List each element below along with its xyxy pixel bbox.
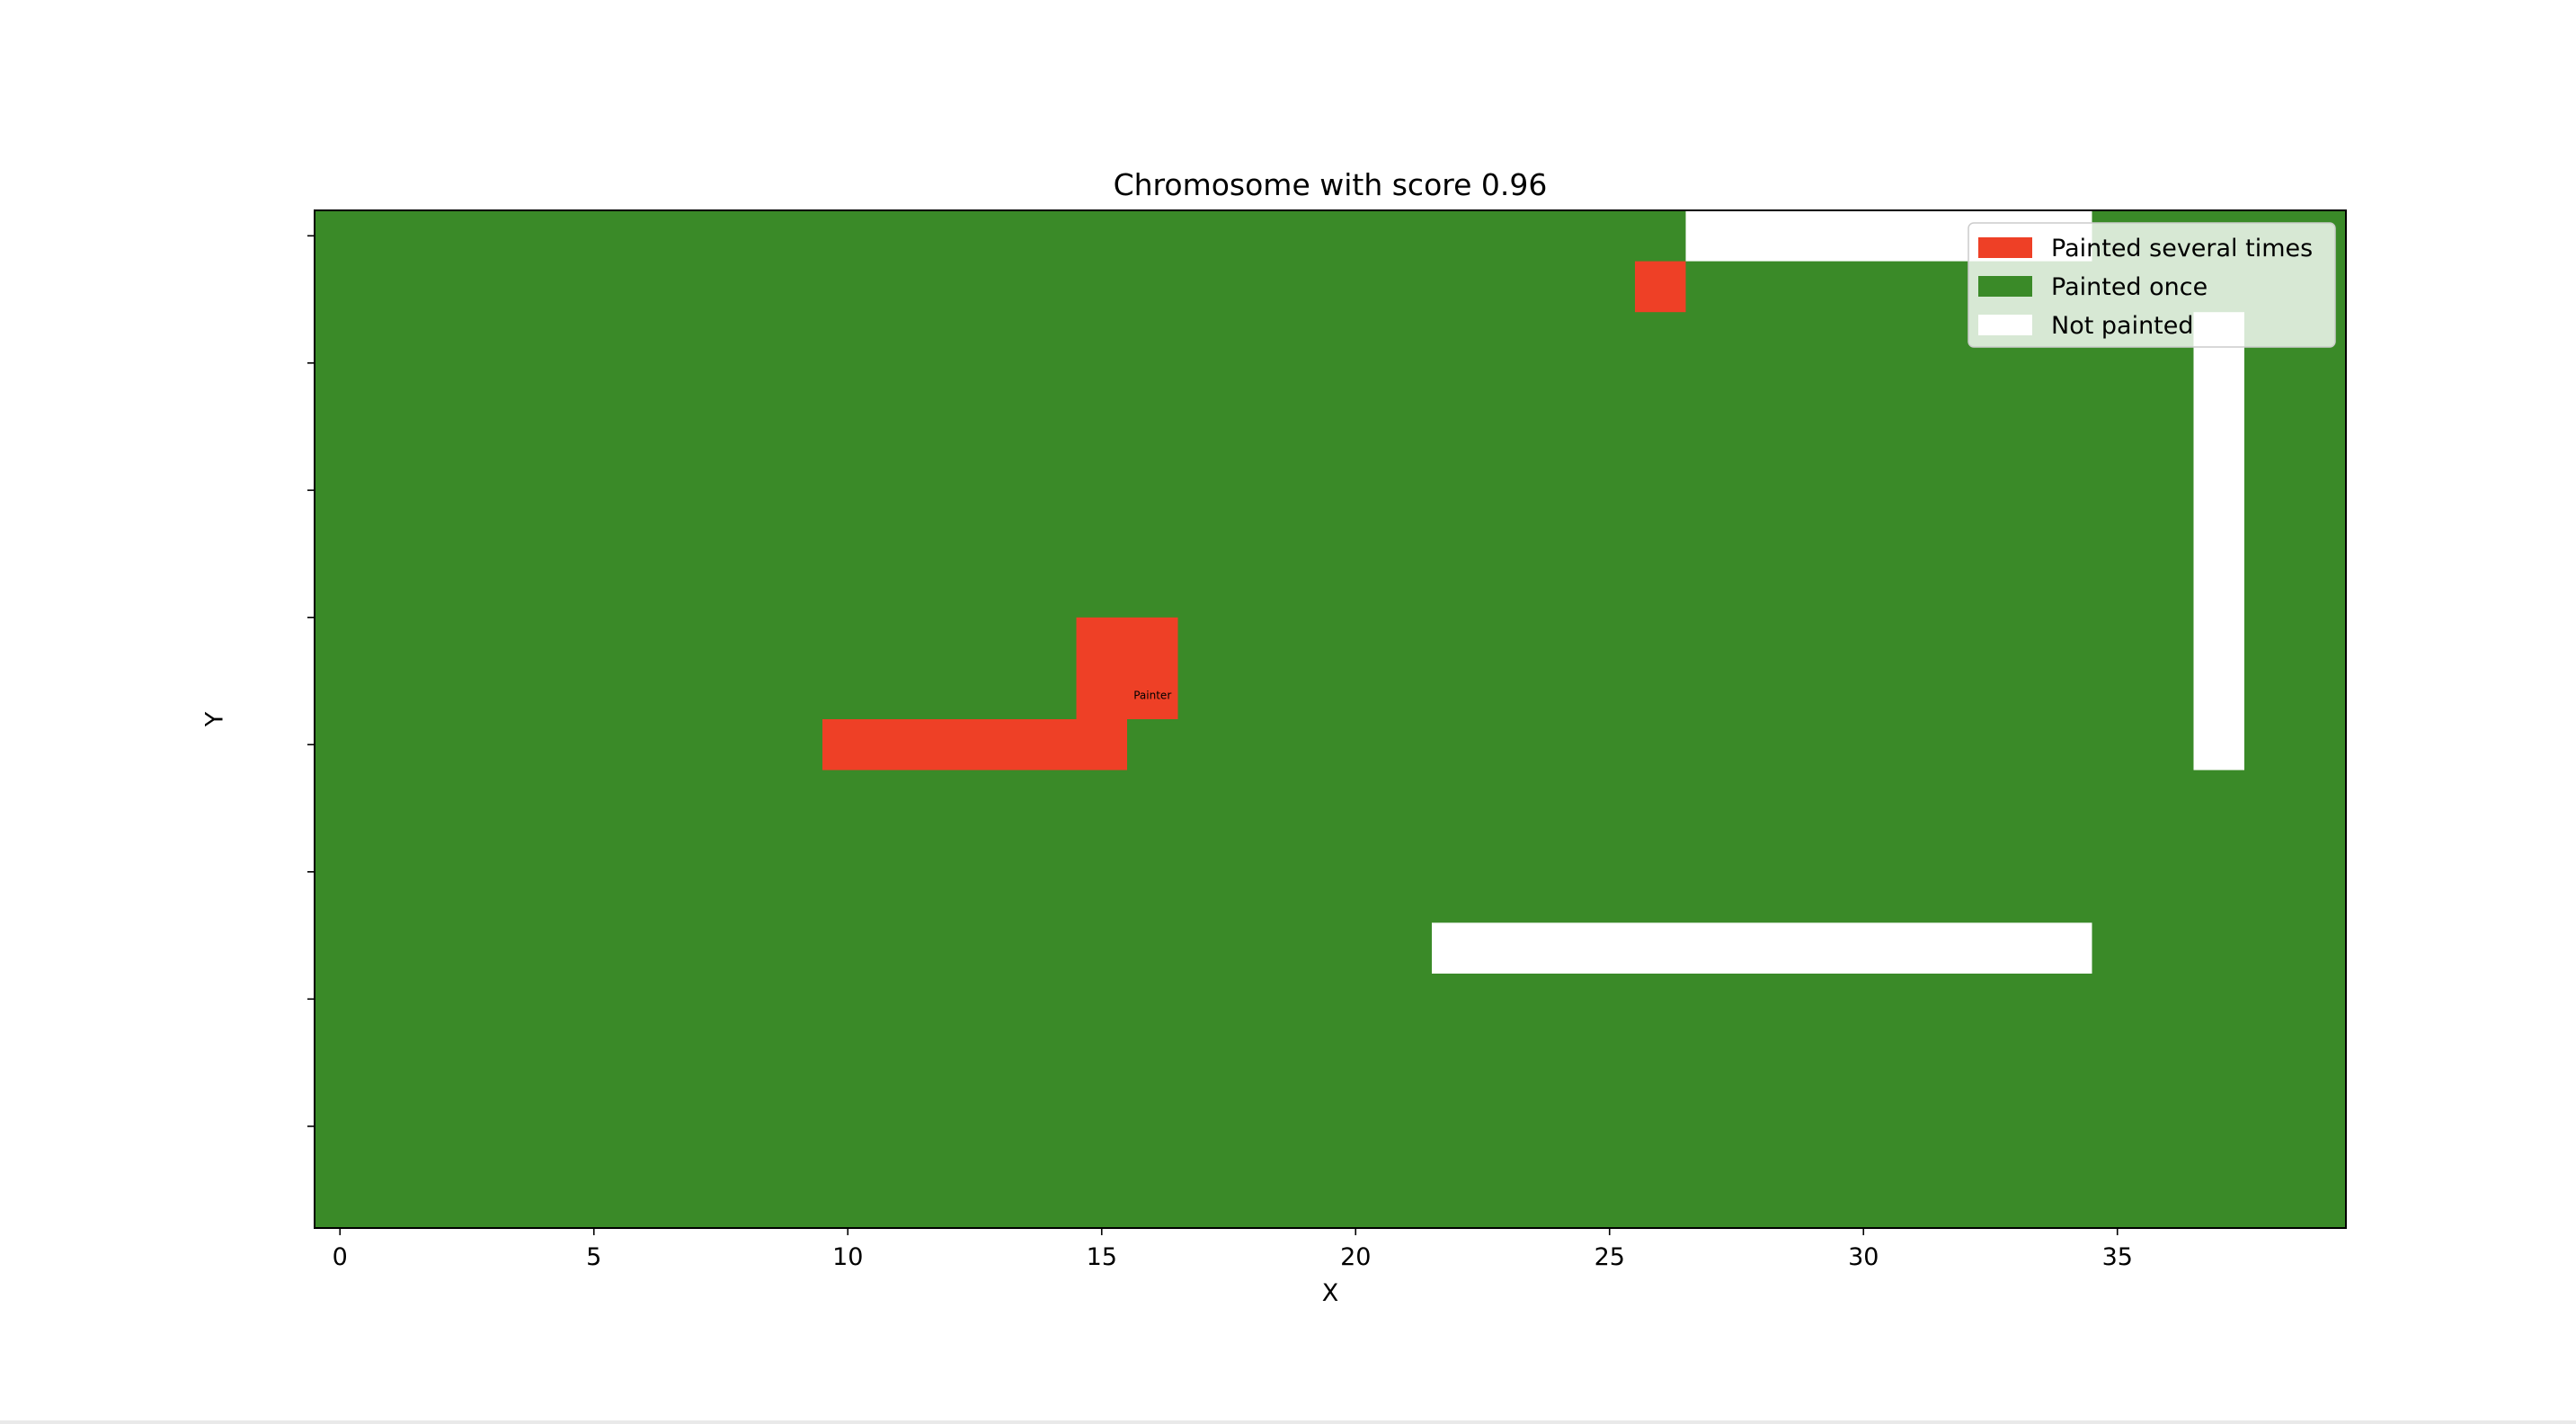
y-axis-ticks [307, 235, 315, 1127]
cells-background [315, 210, 2346, 1228]
legend-swatch-once [1978, 276, 2032, 297]
x-axis-label: X [1322, 1279, 1339, 1307]
bottom-divider [0, 1420, 2576, 1424]
x-tick-label-15: 15 [1087, 1243, 1117, 1271]
legend: Painted several times Painted once Not pai… [1968, 222, 2336, 348]
x-tick-label-30: 30 [1848, 1243, 1879, 1271]
cell-region-several-4 [822, 719, 1127, 770]
axes-frame [314, 209, 2347, 1229]
legend-label-none: Not painted [2051, 312, 2194, 340]
grid-cells [315, 210, 2346, 1228]
x-tick-label-0: 0 [333, 1243, 348, 1271]
legend-label-several: Painted several times [2051, 235, 2313, 263]
x-tick-label-10: 10 [832, 1243, 863, 1271]
cell-region-none-2 [2193, 312, 2244, 770]
annotation-label-0: Painter [1133, 690, 1171, 702]
x-tick-label-35: 35 [2102, 1243, 2133, 1271]
legend-box [1968, 222, 2336, 348]
cell-region-several-3 [1076, 617, 1178, 719]
y-axis-label: Y [201, 711, 229, 727]
x-tick-label-20: 20 [1340, 1243, 1371, 1271]
legend-swatch-none [1978, 315, 2032, 335]
annotations: Painter [1133, 690, 1171, 702]
legend-swatch-several [1978, 237, 2032, 258]
x-tick-label-5: 5 [586, 1243, 601, 1271]
cell-region-several-1 [1635, 261, 1686, 313]
x-tick-label-25: 25 [1594, 1243, 1625, 1271]
legend-label-once: Painted once [2051, 273, 2207, 301]
chart-title: Chromosome with score 0.96 [1114, 167, 1548, 202]
x-axis-ticks: 0 5 10 15 20 25 30 35 [333, 1228, 2133, 1271]
cell-region-none-5 [1432, 922, 2092, 974]
